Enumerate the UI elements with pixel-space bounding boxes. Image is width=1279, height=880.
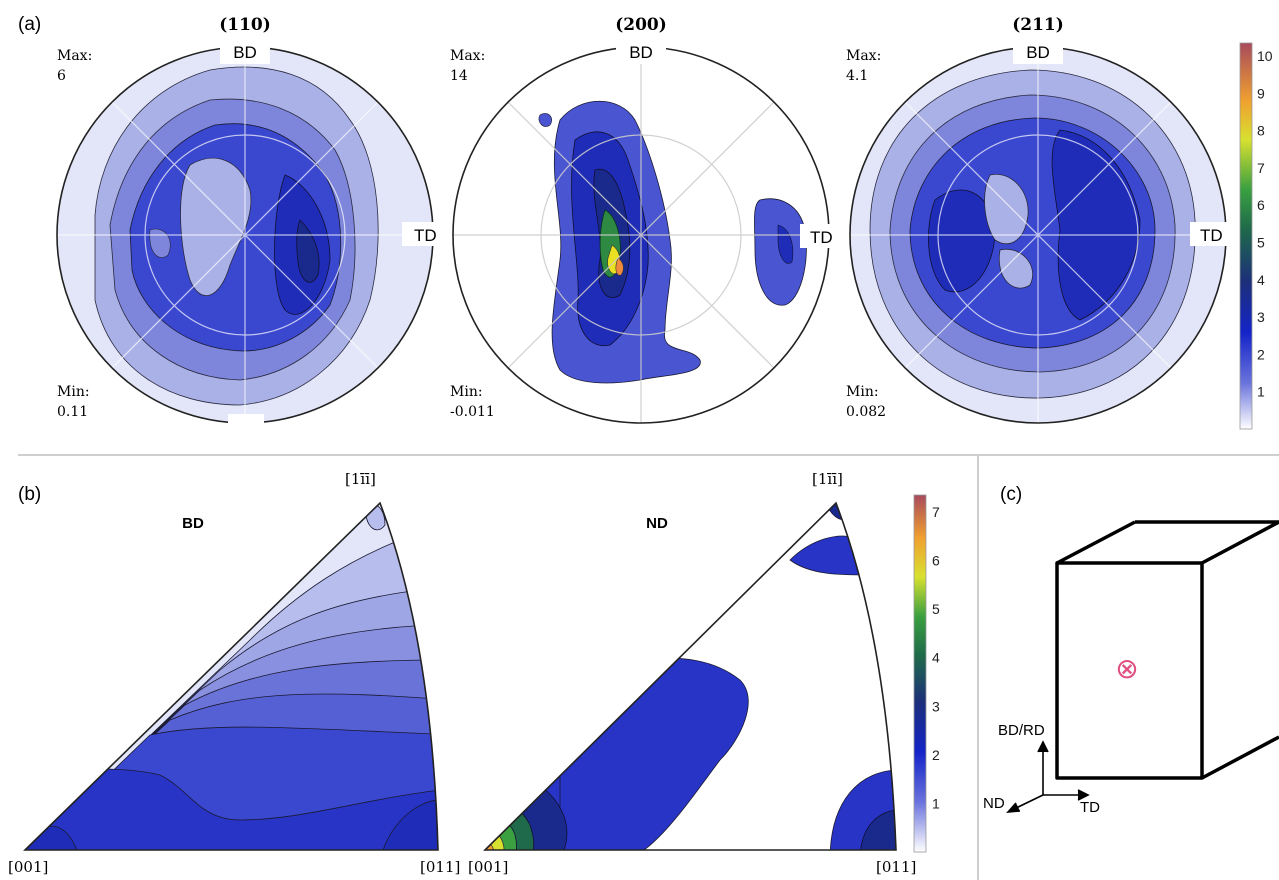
colorbar-tick-2: 2	[932, 747, 940, 763]
colorbar-tick-3: 3	[932, 698, 940, 714]
panel-b-label: (b)	[18, 484, 41, 505]
pf2-min-label: Min:	[450, 384, 483, 400]
pf3-min-label: Min:	[846, 384, 879, 400]
ipf-nd-title: ND	[646, 515, 668, 532]
coordinate-axes	[1006, 740, 1090, 813]
pf2-min-value: -0.011	[450, 404, 495, 420]
colorbar-tick-3: 3	[1257, 309, 1265, 325]
axis-nd-label: ND	[983, 795, 1005, 812]
ipf-bd-title: BD	[182, 515, 204, 532]
ipf-bd-011: [011]	[420, 858, 460, 876]
colorbar-tick-4: 4	[1257, 272, 1265, 288]
ipf-bd-111: [1īī]	[345, 470, 376, 488]
pf2-td-label: TD	[810, 228, 833, 247]
colorbar-tick-5: 5	[1257, 235, 1265, 251]
pf3-bd-label: BD	[1026, 43, 1050, 62]
colorbar-tick-6: 6	[932, 553, 940, 569]
pf1-max-value: 6	[57, 68, 66, 84]
colorbar-a: 1 2 3 4 5 6 7 8 9 10	[1239, 42, 1273, 430]
panel-c-label: (c)	[1000, 484, 1022, 505]
ipf-nd: ND [001] [011] [1īī]	[468, 470, 916, 876]
pole-figure-211: BD (211) Max: 4.1 Min: 0.082 TD	[846, 15, 1230, 424]
colorbar-b: 1 2 3 4 5 6 7	[913, 494, 940, 853]
colorbar-tick-1: 1	[1257, 384, 1265, 400]
pf2-title: (200)	[615, 15, 667, 35]
axis-bd-rd-label: BD/RD	[998, 722, 1045, 739]
colorbar-tick-8: 8	[1257, 123, 1265, 139]
pole-figure-200: BD (200) Max: 14 Min: -0.011 TD	[450, 15, 840, 424]
pf3-min-value: 0.082	[846, 404, 886, 420]
pf1-td-label: TD	[414, 226, 437, 245]
colorbar-tick-6: 6	[1257, 197, 1265, 213]
pf3-max-value: 4.1	[846, 68, 868, 84]
colorbar-tick-2: 2	[1257, 346, 1265, 362]
pf1-min-value: 0.11	[57, 404, 88, 420]
colorbar-tick-7: 7	[932, 504, 940, 520]
ipf-bd: BD [001] [011] [1īī]	[8, 470, 460, 876]
pf3-max-label: Max:	[846, 48, 881, 64]
pf2-max-value: 14	[450, 68, 468, 84]
ipf-bd-001: [001]	[8, 858, 48, 876]
pf1-title: (110)	[219, 15, 271, 35]
colorbar-tick-4: 4	[932, 650, 940, 666]
ipf-nd-011: [011]	[876, 858, 916, 876]
colorbar-tick-9: 9	[1257, 85, 1265, 101]
colorbar-tick-1: 1	[932, 795, 940, 811]
sample-cube	[1055, 520, 1279, 780]
panel-a-label: (a)	[18, 14, 41, 35]
ipf-nd-001: [001]	[468, 858, 508, 876]
pf1-min-label: Min:	[57, 384, 90, 400]
colorbar-tick-5: 5	[932, 601, 940, 617]
pf2-max-label: Max:	[450, 48, 485, 64]
pf1-max-label: Max:	[57, 48, 92, 64]
colorbar-tick-10: 10	[1257, 48, 1273, 64]
pf1-bd-label: BD	[233, 43, 257, 62]
colorbar-tick-7: 7	[1257, 160, 1265, 176]
pf2-bd-label: BD	[629, 43, 653, 62]
view-direction-marker: ⊗	[1115, 653, 1138, 684]
ipf-nd-111: [1īī]	[812, 470, 843, 488]
pole-figure-110: BD (110) Max: 6 Min: 0.11 TD	[56, 15, 442, 428]
pf3-title: (211)	[1012, 15, 1064, 35]
pf3-td-label: TD	[1200, 226, 1223, 245]
axis-td-label: TD	[1080, 799, 1100, 816]
